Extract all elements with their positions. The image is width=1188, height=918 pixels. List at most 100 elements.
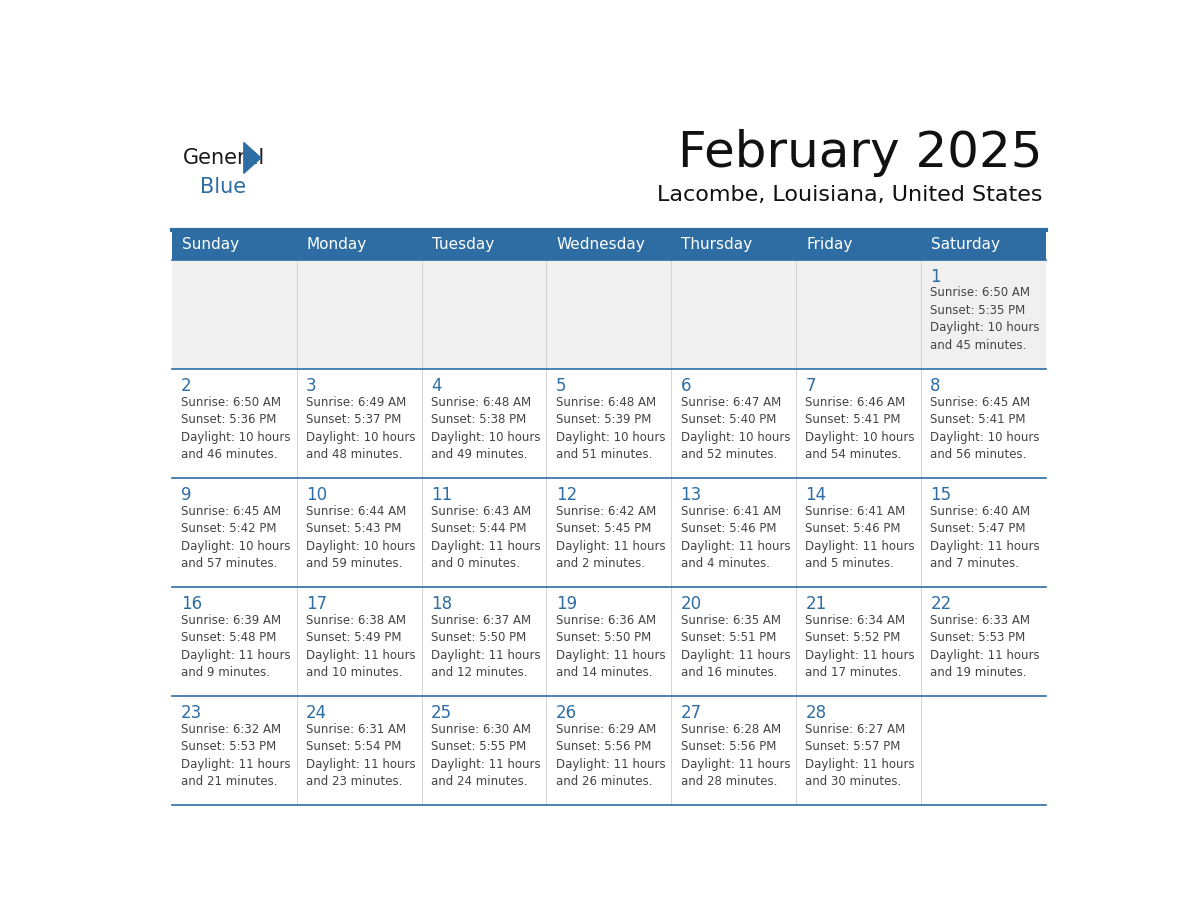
Text: Sunrise: 6:28 AM
Sunset: 5:56 PM
Daylight: 11 hours
and 28 minutes.: Sunrise: 6:28 AM Sunset: 5:56 PM Dayligh…: [681, 722, 790, 789]
Text: Sunrise: 6:38 AM
Sunset: 5:49 PM
Daylight: 11 hours
and 10 minutes.: Sunrise: 6:38 AM Sunset: 5:49 PM Dayligh…: [307, 613, 416, 679]
Text: February 2025: February 2025: [677, 129, 1042, 176]
Bar: [422, 697, 546, 805]
Text: 25: 25: [431, 704, 451, 722]
Bar: [796, 261, 921, 369]
Text: 23: 23: [181, 704, 202, 722]
Bar: [172, 478, 297, 588]
Bar: [546, 230, 671, 261]
Bar: [172, 697, 297, 805]
Text: 16: 16: [181, 595, 202, 613]
Text: Sunrise: 6:46 AM
Sunset: 5:41 PM
Daylight: 10 hours
and 54 minutes.: Sunrise: 6:46 AM Sunset: 5:41 PM Dayligh…: [805, 396, 915, 461]
Text: Sunrise: 6:49 AM
Sunset: 5:37 PM
Daylight: 10 hours
and 48 minutes.: Sunrise: 6:49 AM Sunset: 5:37 PM Dayligh…: [307, 396, 416, 461]
Text: 7: 7: [805, 377, 816, 395]
Bar: [921, 230, 1045, 261]
Bar: [921, 369, 1045, 478]
Text: 22: 22: [930, 595, 952, 613]
Text: 2: 2: [181, 377, 191, 395]
Text: Thursday: Thursday: [682, 238, 752, 252]
Text: 18: 18: [431, 595, 451, 613]
Bar: [796, 369, 921, 478]
Polygon shape: [244, 142, 261, 174]
Bar: [297, 230, 422, 261]
Text: 11: 11: [431, 486, 453, 504]
Text: Sunrise: 6:44 AM
Sunset: 5:43 PM
Daylight: 10 hours
and 59 minutes.: Sunrise: 6:44 AM Sunset: 5:43 PM Dayligh…: [307, 505, 416, 570]
Bar: [921, 697, 1045, 805]
Text: General: General: [183, 148, 266, 168]
Text: 5: 5: [556, 377, 567, 395]
Bar: [796, 230, 921, 261]
Text: Friday: Friday: [807, 238, 853, 252]
Text: Blue: Blue: [201, 177, 247, 197]
Text: 28: 28: [805, 704, 827, 722]
Bar: [546, 261, 671, 369]
Text: 27: 27: [681, 704, 702, 722]
Bar: [921, 261, 1045, 369]
Text: Sunrise: 6:41 AM
Sunset: 5:46 PM
Daylight: 11 hours
and 5 minutes.: Sunrise: 6:41 AM Sunset: 5:46 PM Dayligh…: [805, 505, 915, 570]
Text: 10: 10: [307, 486, 327, 504]
Text: 24: 24: [307, 704, 327, 722]
Text: 13: 13: [681, 486, 702, 504]
Text: 8: 8: [930, 377, 941, 395]
Text: 19: 19: [556, 595, 577, 613]
Text: Sunrise: 6:48 AM
Sunset: 5:38 PM
Daylight: 10 hours
and 49 minutes.: Sunrise: 6:48 AM Sunset: 5:38 PM Dayligh…: [431, 396, 541, 461]
Bar: [297, 261, 422, 369]
Bar: [671, 261, 796, 369]
Text: Lacombe, Louisiana, United States: Lacombe, Louisiana, United States: [657, 185, 1042, 205]
Text: Sunrise: 6:47 AM
Sunset: 5:40 PM
Daylight: 10 hours
and 52 minutes.: Sunrise: 6:47 AM Sunset: 5:40 PM Dayligh…: [681, 396, 790, 461]
Text: Monday: Monday: [307, 238, 367, 252]
Bar: [796, 697, 921, 805]
Bar: [172, 588, 297, 697]
Text: Sunrise: 6:43 AM
Sunset: 5:44 PM
Daylight: 11 hours
and 0 minutes.: Sunrise: 6:43 AM Sunset: 5:44 PM Dayligh…: [431, 505, 541, 570]
Text: Sunday: Sunday: [182, 238, 239, 252]
Bar: [172, 230, 297, 261]
Bar: [546, 588, 671, 697]
Text: Wednesday: Wednesday: [556, 238, 645, 252]
Bar: [297, 478, 422, 588]
Text: Sunrise: 6:31 AM
Sunset: 5:54 PM
Daylight: 11 hours
and 23 minutes.: Sunrise: 6:31 AM Sunset: 5:54 PM Dayligh…: [307, 722, 416, 789]
Bar: [422, 588, 546, 697]
Text: Sunrise: 6:42 AM
Sunset: 5:45 PM
Daylight: 11 hours
and 2 minutes.: Sunrise: 6:42 AM Sunset: 5:45 PM Dayligh…: [556, 505, 665, 570]
Bar: [671, 697, 796, 805]
Text: 20: 20: [681, 595, 702, 613]
Text: Sunrise: 6:32 AM
Sunset: 5:53 PM
Daylight: 11 hours
and 21 minutes.: Sunrise: 6:32 AM Sunset: 5:53 PM Dayligh…: [181, 722, 291, 789]
Text: Sunrise: 6:41 AM
Sunset: 5:46 PM
Daylight: 11 hours
and 4 minutes.: Sunrise: 6:41 AM Sunset: 5:46 PM Dayligh…: [681, 505, 790, 570]
Text: Sunrise: 6:37 AM
Sunset: 5:50 PM
Daylight: 11 hours
and 12 minutes.: Sunrise: 6:37 AM Sunset: 5:50 PM Dayligh…: [431, 613, 541, 679]
Bar: [546, 697, 671, 805]
Text: Sunrise: 6:34 AM
Sunset: 5:52 PM
Daylight: 11 hours
and 17 minutes.: Sunrise: 6:34 AM Sunset: 5:52 PM Dayligh…: [805, 613, 915, 679]
Bar: [796, 478, 921, 588]
Bar: [546, 369, 671, 478]
Bar: [297, 588, 422, 697]
Text: Saturday: Saturday: [931, 238, 1000, 252]
Text: Sunrise: 6:45 AM
Sunset: 5:41 PM
Daylight: 10 hours
and 56 minutes.: Sunrise: 6:45 AM Sunset: 5:41 PM Dayligh…: [930, 396, 1040, 461]
Bar: [422, 261, 546, 369]
Text: 14: 14: [805, 486, 827, 504]
Text: 26: 26: [556, 704, 577, 722]
Text: 12: 12: [556, 486, 577, 504]
Bar: [172, 261, 297, 369]
Text: Sunrise: 6:36 AM
Sunset: 5:50 PM
Daylight: 11 hours
and 14 minutes.: Sunrise: 6:36 AM Sunset: 5:50 PM Dayligh…: [556, 613, 665, 679]
Text: 21: 21: [805, 595, 827, 613]
Text: Sunrise: 6:30 AM
Sunset: 5:55 PM
Daylight: 11 hours
and 24 minutes.: Sunrise: 6:30 AM Sunset: 5:55 PM Dayligh…: [431, 722, 541, 789]
Bar: [297, 369, 422, 478]
Bar: [546, 478, 671, 588]
Text: Tuesday: Tuesday: [431, 238, 494, 252]
Text: 9: 9: [181, 486, 191, 504]
Text: Sunrise: 6:48 AM
Sunset: 5:39 PM
Daylight: 10 hours
and 51 minutes.: Sunrise: 6:48 AM Sunset: 5:39 PM Dayligh…: [556, 396, 665, 461]
Text: Sunrise: 6:50 AM
Sunset: 5:35 PM
Daylight: 10 hours
and 45 minutes.: Sunrise: 6:50 AM Sunset: 5:35 PM Dayligh…: [930, 286, 1040, 352]
Text: 3: 3: [307, 377, 316, 395]
Bar: [671, 230, 796, 261]
Text: Sunrise: 6:50 AM
Sunset: 5:36 PM
Daylight: 10 hours
and 46 minutes.: Sunrise: 6:50 AM Sunset: 5:36 PM Dayligh…: [181, 396, 291, 461]
Bar: [921, 588, 1045, 697]
Text: Sunrise: 6:29 AM
Sunset: 5:56 PM
Daylight: 11 hours
and 26 minutes.: Sunrise: 6:29 AM Sunset: 5:56 PM Dayligh…: [556, 722, 665, 789]
Bar: [422, 230, 546, 261]
Bar: [172, 369, 297, 478]
Bar: [422, 478, 546, 588]
Text: 4: 4: [431, 377, 441, 395]
Bar: [921, 478, 1045, 588]
Bar: [671, 369, 796, 478]
Text: Sunrise: 6:33 AM
Sunset: 5:53 PM
Daylight: 11 hours
and 19 minutes.: Sunrise: 6:33 AM Sunset: 5:53 PM Dayligh…: [930, 613, 1040, 679]
Bar: [297, 697, 422, 805]
Bar: [671, 588, 796, 697]
Bar: [796, 588, 921, 697]
Text: Sunrise: 6:39 AM
Sunset: 5:48 PM
Daylight: 11 hours
and 9 minutes.: Sunrise: 6:39 AM Sunset: 5:48 PM Dayligh…: [181, 613, 291, 679]
